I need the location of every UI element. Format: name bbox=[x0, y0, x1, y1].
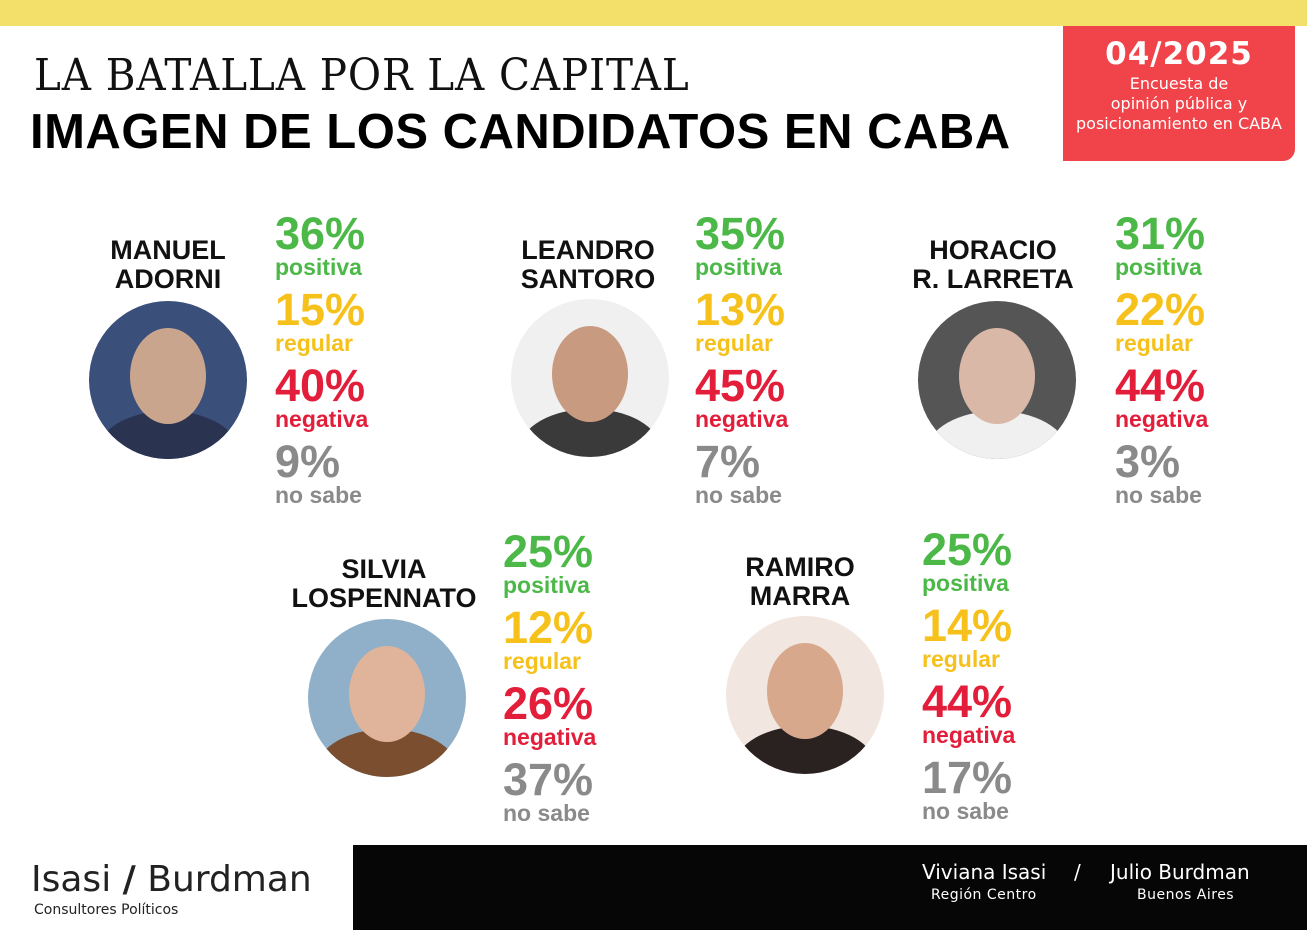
stat-value: 9% bbox=[275, 436, 341, 487]
stat-label: no sabe bbox=[1115, 482, 1202, 508]
stat-label: positiva bbox=[275, 254, 362, 280]
stat-value: 35% bbox=[695, 208, 786, 259]
stat-label: negativa bbox=[695, 406, 789, 432]
stat-label: positiva bbox=[695, 254, 782, 280]
stat-regular: 13% regular bbox=[695, 284, 855, 364]
stat-value: 14% bbox=[922, 600, 1013, 651]
stat-label: positiva bbox=[503, 572, 590, 598]
stat-negativa: 26% negativa bbox=[503, 678, 663, 758]
stat-label: regular bbox=[1115, 330, 1193, 356]
person2-name: Julio Burdman bbox=[1110, 860, 1250, 884]
stat-label: negativa bbox=[1115, 406, 1209, 432]
stat-positiva: 31% positiva bbox=[1115, 208, 1275, 288]
stat-value: 7% bbox=[695, 436, 761, 487]
stat-label: no sabe bbox=[922, 798, 1009, 824]
stat-label: no sabe bbox=[275, 482, 362, 508]
footer-bar: Viviana Isasi Región Centro / Julio Burd… bbox=[353, 845, 1307, 930]
stat-label: negativa bbox=[275, 406, 369, 432]
stat-no-sabe: 17% no sabe bbox=[922, 752, 1082, 832]
person1-name: Viviana Isasi bbox=[922, 860, 1047, 884]
date-box: 04/2025 Encuesta de opinión pública y po… bbox=[1063, 26, 1295, 161]
stat-negativa: 44% negativa bbox=[1115, 360, 1275, 440]
stat-value: 13% bbox=[695, 284, 786, 335]
stat-no-sabe: 37% no sabe bbox=[503, 754, 663, 834]
stat-regular: 12% regular bbox=[503, 602, 663, 682]
stat-positiva: 35% positiva bbox=[695, 208, 855, 288]
stat-label: regular bbox=[503, 648, 581, 674]
stat-value: 25% bbox=[922, 524, 1013, 575]
candidate-name: SILVIA LOSPENNATO bbox=[291, 554, 477, 613]
survey-date: 04/2025 bbox=[1105, 36, 1253, 72]
stat-no-sabe: 9% no sabe bbox=[275, 436, 435, 516]
stat-label: regular bbox=[275, 330, 353, 356]
brand-subtitle: Consultores Políticos bbox=[34, 902, 179, 918]
person2-region: Buenos Aires bbox=[1137, 887, 1235, 903]
stat-label: negativa bbox=[503, 724, 597, 750]
stat-value: 25% bbox=[503, 526, 594, 577]
stat-value: 22% bbox=[1115, 284, 1206, 335]
stat-label: positiva bbox=[1115, 254, 1202, 280]
portrait-icon bbox=[98, 328, 238, 459]
portrait-icon bbox=[520, 326, 660, 457]
stat-positiva: 25% positiva bbox=[922, 524, 1082, 604]
footer-separator: / bbox=[1074, 860, 1081, 884]
candidate-photo bbox=[89, 301, 247, 459]
stat-value: 31% bbox=[1115, 208, 1206, 259]
candidate-name: HORACIO R. LARRETA bbox=[912, 235, 1074, 294]
top-bar bbox=[0, 0, 1307, 26]
stat-regular: 15% regular bbox=[275, 284, 435, 364]
stat-label: regular bbox=[922, 646, 1000, 672]
stat-value: 15% bbox=[275, 284, 366, 335]
portrait-icon bbox=[317, 646, 457, 777]
stat-value: 26% bbox=[503, 678, 594, 729]
stat-value: 36% bbox=[275, 208, 366, 259]
stat-regular: 14% regular bbox=[922, 600, 1082, 680]
candidate-stats: 31% positiva 22% regular 44% negativa 3%… bbox=[1115, 208, 1275, 516]
stat-positiva: 36% positiva bbox=[275, 208, 435, 288]
candidate-photo bbox=[726, 616, 884, 774]
stat-value: 12% bbox=[503, 602, 594, 653]
stat-negativa: 45% negativa bbox=[695, 360, 855, 440]
stat-no-sabe: 3% no sabe bbox=[1115, 436, 1275, 516]
portrait-icon bbox=[927, 328, 1067, 459]
stat-regular: 22% regular bbox=[1115, 284, 1275, 364]
kicker-title: LA BATALLA POR LA CAPITAL bbox=[34, 50, 690, 101]
candidate-name: RAMIRO MARRA bbox=[745, 552, 855, 611]
person1-region: Región Centro bbox=[931, 887, 1037, 903]
portrait-icon bbox=[735, 643, 875, 774]
survey-description: Encuesta de opinión pública y posicionam… bbox=[1076, 74, 1282, 133]
stat-label: positiva bbox=[922, 570, 1009, 596]
candidate-photo bbox=[918, 301, 1076, 459]
candidate-stats: 25% positiva 12% regular 26% negativa 37… bbox=[503, 526, 663, 834]
stat-value: 17% bbox=[922, 752, 1013, 803]
stat-value: 3% bbox=[1115, 436, 1181, 487]
stat-label: regular bbox=[695, 330, 773, 356]
stat-value: 37% bbox=[503, 754, 594, 805]
candidate-name: LEANDRO SANTORO bbox=[520, 235, 656, 294]
candidate-photo bbox=[308, 619, 466, 777]
stat-no-sabe: 7% no sabe bbox=[695, 436, 855, 516]
page-title: IMAGEN DE LOS CANDIDATOS EN CABA bbox=[30, 105, 1011, 159]
stat-value: 44% bbox=[1115, 360, 1206, 411]
stat-value: 45% bbox=[695, 360, 786, 411]
candidate-stats: 25% positiva 14% regular 44% negativa 17… bbox=[922, 524, 1082, 832]
stat-label: negativa bbox=[922, 722, 1016, 748]
stat-value: 40% bbox=[275, 360, 366, 411]
candidate-stats: 36% positiva 15% regular 40% negativa 9%… bbox=[275, 208, 435, 516]
candidate-photo bbox=[511, 299, 669, 457]
stat-negativa: 40% negativa bbox=[275, 360, 435, 440]
brand-logo: Isasi / Burdman Consultores Políticos bbox=[31, 859, 312, 918]
candidate-stats: 35% positiva 13% regular 45% negativa 7%… bbox=[695, 208, 855, 516]
stat-label: no sabe bbox=[503, 800, 590, 826]
stat-positiva: 25% positiva bbox=[503, 526, 663, 606]
stat-negativa: 44% negativa bbox=[922, 676, 1082, 756]
stat-value: 44% bbox=[922, 676, 1013, 727]
stat-label: no sabe bbox=[695, 482, 782, 508]
candidate-name: MANUEL ADORNI bbox=[110, 235, 226, 294]
